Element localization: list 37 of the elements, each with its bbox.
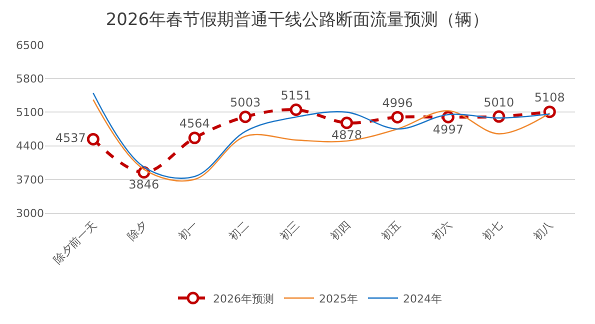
data-label: 4537: [55, 131, 86, 146]
y-tick-label: 3000: [16, 206, 44, 220]
data-label: 5003: [230, 96, 261, 110]
data-label: 4997: [432, 122, 464, 136]
point: [290, 104, 302, 116]
y-tick-label: 5100: [16, 106, 44, 120]
legend-label: 2026年预测: [213, 292, 274, 306]
x-tick-label: 除夕前一天: [51, 218, 100, 267]
point: [239, 110, 252, 124]
point: [340, 116, 354, 130]
data-label: 4564: [179, 116, 210, 131]
chart-title: 2026年春节假期普通干线公路断面流量预测（辆）: [106, 10, 490, 30]
y-tick-label: 4400: [16, 140, 44, 153]
x-tick-label: 初六: [429, 218, 454, 244]
y-tick-label: 6500: [16, 38, 44, 52]
point: [543, 106, 556, 118]
point: [391, 110, 404, 124]
y-tick-label: 5800: [16, 72, 44, 86]
point: [86, 132, 100, 146]
x-tick-label: 初四: [328, 218, 353, 244]
data-label: 5108: [534, 90, 565, 105]
legend-label: 2024年: [403, 292, 442, 306]
y-tick-label: 3700: [16, 173, 44, 186]
data-label: 4878: [331, 128, 362, 142]
x-tick-label: 初一: [176, 218, 201, 244]
x-tick-label: 除夕: [125, 218, 150, 244]
point: [188, 132, 201, 144]
x-tick-label: 初二: [226, 218, 252, 244]
data-label: 5151: [280, 88, 312, 102]
x-tick-label: 初五: [378, 218, 404, 244]
data-label: 3846: [128, 178, 160, 192]
legend-label: 2025年: [319, 292, 358, 306]
data-label: 4996: [382, 96, 413, 110]
x-tick-label: 初三: [277, 218, 302, 244]
x-tick-label: 初八: [530, 218, 556, 244]
data-label: 5010: [484, 95, 514, 110]
x-tick-label: 初七: [480, 218, 505, 244]
